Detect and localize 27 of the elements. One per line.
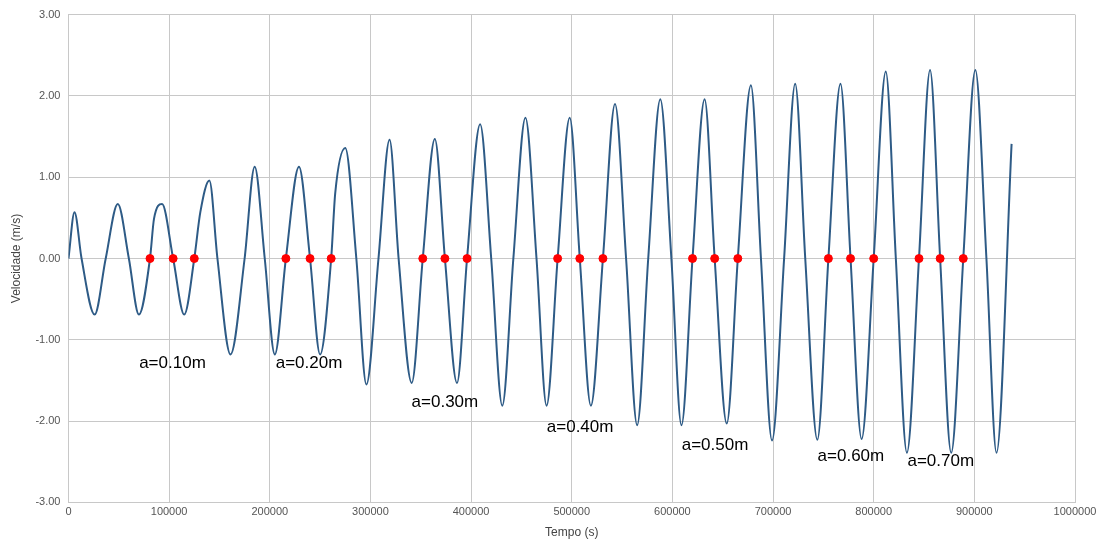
x-tick-label: 0 — [65, 505, 72, 518]
y-tick-label: 2.00 — [39, 88, 61, 101]
annotation: a=0.20m — [275, 352, 343, 372]
x-tick-label: 1000000 — [1053, 505, 1097, 518]
y-tick-label: -1.00 — [35, 332, 61, 345]
x-tick-label: 600000 — [654, 505, 691, 518]
x-tick-label: 300000 — [352, 505, 389, 518]
y-tick-label: -3.00 — [35, 495, 61, 508]
x-tick-label: 400000 — [452, 505, 490, 518]
x-tick-label: 900000 — [955, 505, 993, 518]
y-tick-label: 1.00 — [39, 170, 61, 183]
y-tick-label: 3.00 — [39, 7, 61, 20]
annotation: a=0.40m — [546, 416, 614, 436]
annotation: a=0.70m — [907, 450, 975, 470]
annotation: a=0.50m — [681, 434, 749, 454]
x-axis-title: Tempo (s) — [545, 525, 599, 540]
x-tick-label: 800000 — [855, 505, 893, 518]
y-tick-label: 0.00 — [39, 251, 61, 264]
x-tick-label: 500000 — [553, 505, 591, 518]
y-axis-title: Velocidade (m/s) — [8, 213, 23, 304]
annotation: a=0.30m — [411, 391, 479, 411]
x-tick-label: 100000 — [150, 505, 188, 518]
annotation: a=0.60m — [817, 445, 885, 465]
annotation: a=0.10m — [139, 352, 206, 372]
x-tick-label: 700000 — [754, 505, 792, 518]
y-tick-label: -2.00 — [35, 414, 61, 427]
x-tick-label: 200000 — [251, 505, 289, 518]
